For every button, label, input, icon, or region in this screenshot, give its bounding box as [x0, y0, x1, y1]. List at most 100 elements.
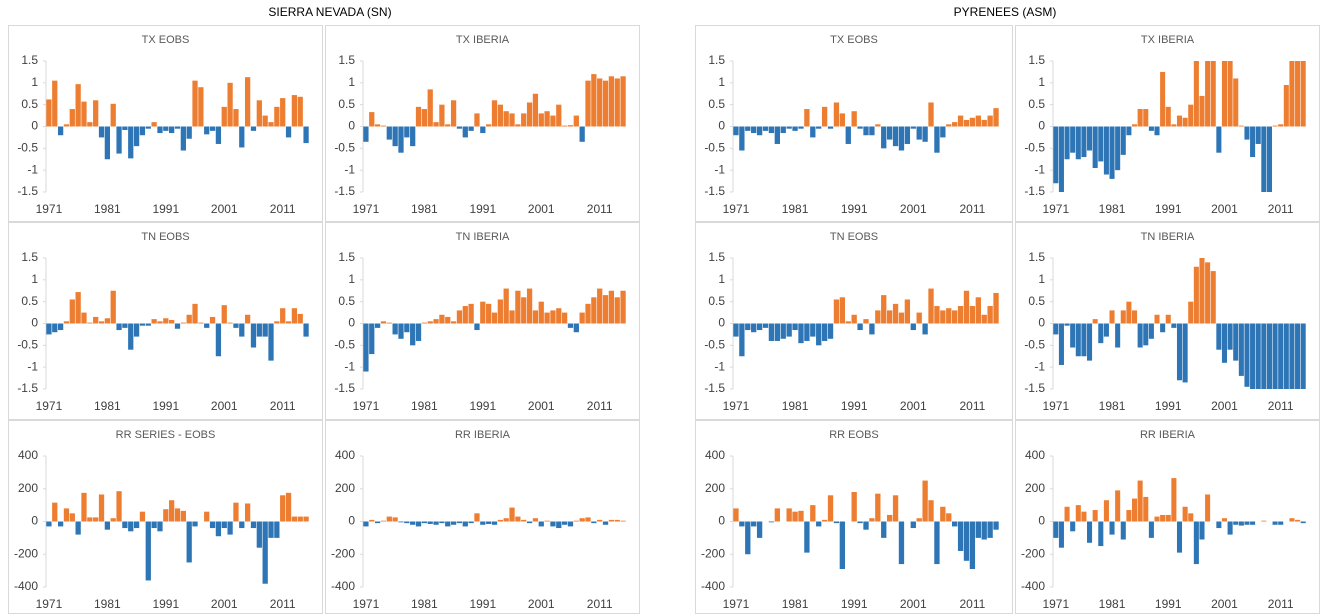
- bar: [1154, 314, 1160, 324]
- bar: [439, 104, 445, 127]
- bar: [515, 290, 521, 324]
- bar: [280, 495, 286, 522]
- y-tick-label: -400: [1021, 579, 1045, 593]
- bar: [620, 520, 626, 522]
- bar: [987, 115, 993, 127]
- bar: [139, 126, 146, 136]
- bar: [297, 516, 303, 522]
- bar: [250, 323, 257, 348]
- bar: [151, 319, 157, 324]
- bar: [450, 100, 457, 127]
- panel-border: [325, 25, 640, 222]
- bar: [157, 126, 163, 134]
- bar: [462, 126, 468, 138]
- bar: [398, 323, 404, 339]
- x-tick-label: 1971: [1042, 597, 1069, 611]
- bar: [1171, 478, 1177, 522]
- y-tick-label: 1.5: [338, 53, 355, 67]
- x-tick-label: 1981: [782, 399, 809, 413]
- y-tick-label: 200: [1025, 481, 1045, 495]
- bar: [410, 126, 416, 147]
- bar: [886, 126, 893, 140]
- bar: [374, 521, 381, 524]
- bar: [215, 126, 222, 144]
- bar: [1165, 106, 1171, 127]
- bar: [1165, 514, 1171, 522]
- panel-border: [8, 25, 323, 222]
- bar: [1053, 323, 1059, 335]
- bar: [863, 521, 869, 530]
- y-tick-label: -1.5: [17, 381, 38, 395]
- bar: [614, 78, 620, 127]
- bar: [104, 318, 110, 324]
- bar: [886, 310, 893, 324]
- bar: [1171, 124, 1177, 127]
- bar: [1188, 301, 1194, 324]
- bar: [881, 521, 887, 538]
- bar: [544, 312, 550, 324]
- bar: [1205, 494, 1211, 522]
- bar: [875, 124, 881, 127]
- bar: [98, 126, 105, 138]
- y-tick-label: 0.5: [708, 97, 725, 111]
- y-tick-label: -1: [344, 359, 355, 373]
- bar: [898, 126, 905, 151]
- bar: [1244, 521, 1250, 525]
- bar: [975, 521, 981, 538]
- bar: [392, 323, 398, 335]
- bar: [573, 323, 579, 333]
- bar: [1272, 323, 1278, 389]
- y-tick-label: -1: [714, 162, 725, 176]
- bar: [952, 521, 958, 527]
- y-tick-label: -200: [331, 546, 355, 560]
- bar: [816, 521, 822, 527]
- bar: [768, 323, 775, 341]
- bar: [363, 521, 369, 527]
- bar: [503, 111, 509, 127]
- x-tick-label: 1971: [723, 597, 750, 611]
- bar: [981, 521, 987, 540]
- bar: [233, 502, 239, 522]
- bar: [922, 126, 928, 142]
- bar: [369, 323, 375, 355]
- bar: [851, 314, 857, 324]
- bar: [526, 288, 533, 324]
- bar: [1109, 521, 1115, 535]
- bar: [993, 521, 999, 530]
- bar: [128, 521, 134, 532]
- bar: [591, 521, 597, 524]
- bar: [934, 521, 940, 565]
- bar: [1137, 323, 1143, 348]
- y-tick-label: -1: [27, 162, 38, 176]
- bar: [93, 100, 99, 127]
- y-tick-label: -400: [14, 579, 38, 593]
- bar: [63, 321, 70, 324]
- bar: [186, 521, 192, 563]
- bar: [98, 494, 105, 522]
- panel-border: [325, 420, 640, 614]
- chart-title: TX EOBS: [142, 34, 190, 46]
- bar: [608, 76, 615, 127]
- bar: [404, 126, 410, 138]
- bar: [227, 521, 233, 535]
- bar: [928, 288, 934, 324]
- x-tick-label: 1981: [782, 202, 809, 216]
- bar: [1070, 323, 1076, 348]
- bar: [104, 521, 110, 530]
- bar: [1244, 323, 1250, 387]
- bar: [1289, 518, 1295, 522]
- bar: [928, 102, 934, 127]
- bar: [180, 126, 186, 151]
- bar: [192, 303, 198, 324]
- bar: [745, 323, 751, 331]
- bar: [515, 516, 521, 522]
- bar: [957, 521, 964, 551]
- bar: [63, 508, 70, 522]
- bar: [532, 93, 539, 127]
- bar: [952, 310, 958, 324]
- y-tick-label: -200: [1021, 546, 1045, 560]
- bar: [291, 516, 298, 522]
- x-tick-label: 1991: [469, 399, 496, 413]
- bar: [1289, 61, 1295, 127]
- bar: [881, 295, 887, 324]
